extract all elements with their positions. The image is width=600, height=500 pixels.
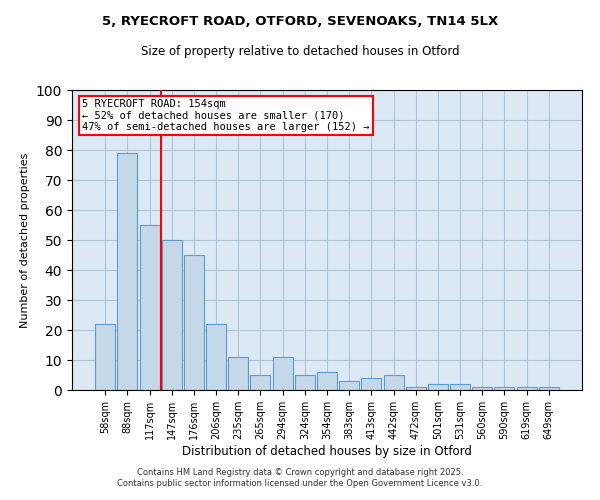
Text: Contains HM Land Registry data © Crown copyright and database right 2025.
Contai: Contains HM Land Registry data © Crown c… [118,468,482,487]
Bar [406,387,426,390]
Text: 5, RYECROFT ROAD, OTFORD, SEVENOAKS, TN14 5LX: 5, RYECROFT ROAD, OTFORD, SEVENOAKS, TN1… [102,15,498,28]
Bar [317,372,337,390]
Bar [184,255,204,390]
Bar [206,324,226,390]
Bar [339,381,359,390]
Bar [250,375,271,390]
Bar [450,384,470,390]
Bar [162,240,182,390]
Bar [428,384,448,390]
Bar [517,387,536,390]
Bar [295,375,315,390]
Text: Size of property relative to detached houses in Otford: Size of property relative to detached ho… [140,45,460,58]
Bar [361,378,382,390]
Bar [140,225,160,390]
Bar [118,153,137,390]
Bar [228,357,248,390]
Bar [383,375,404,390]
X-axis label: Distribution of detached houses by size in Otford: Distribution of detached houses by size … [182,444,472,458]
Bar [494,387,514,390]
Bar [539,387,559,390]
Bar [472,387,492,390]
Bar [95,324,115,390]
Y-axis label: Number of detached properties: Number of detached properties [20,152,31,328]
Bar [272,357,293,390]
Text: 5 RYECROFT ROAD: 154sqm
← 52% of detached houses are smaller (170)
47% of semi-d: 5 RYECROFT ROAD: 154sqm ← 52% of detache… [82,99,370,132]
